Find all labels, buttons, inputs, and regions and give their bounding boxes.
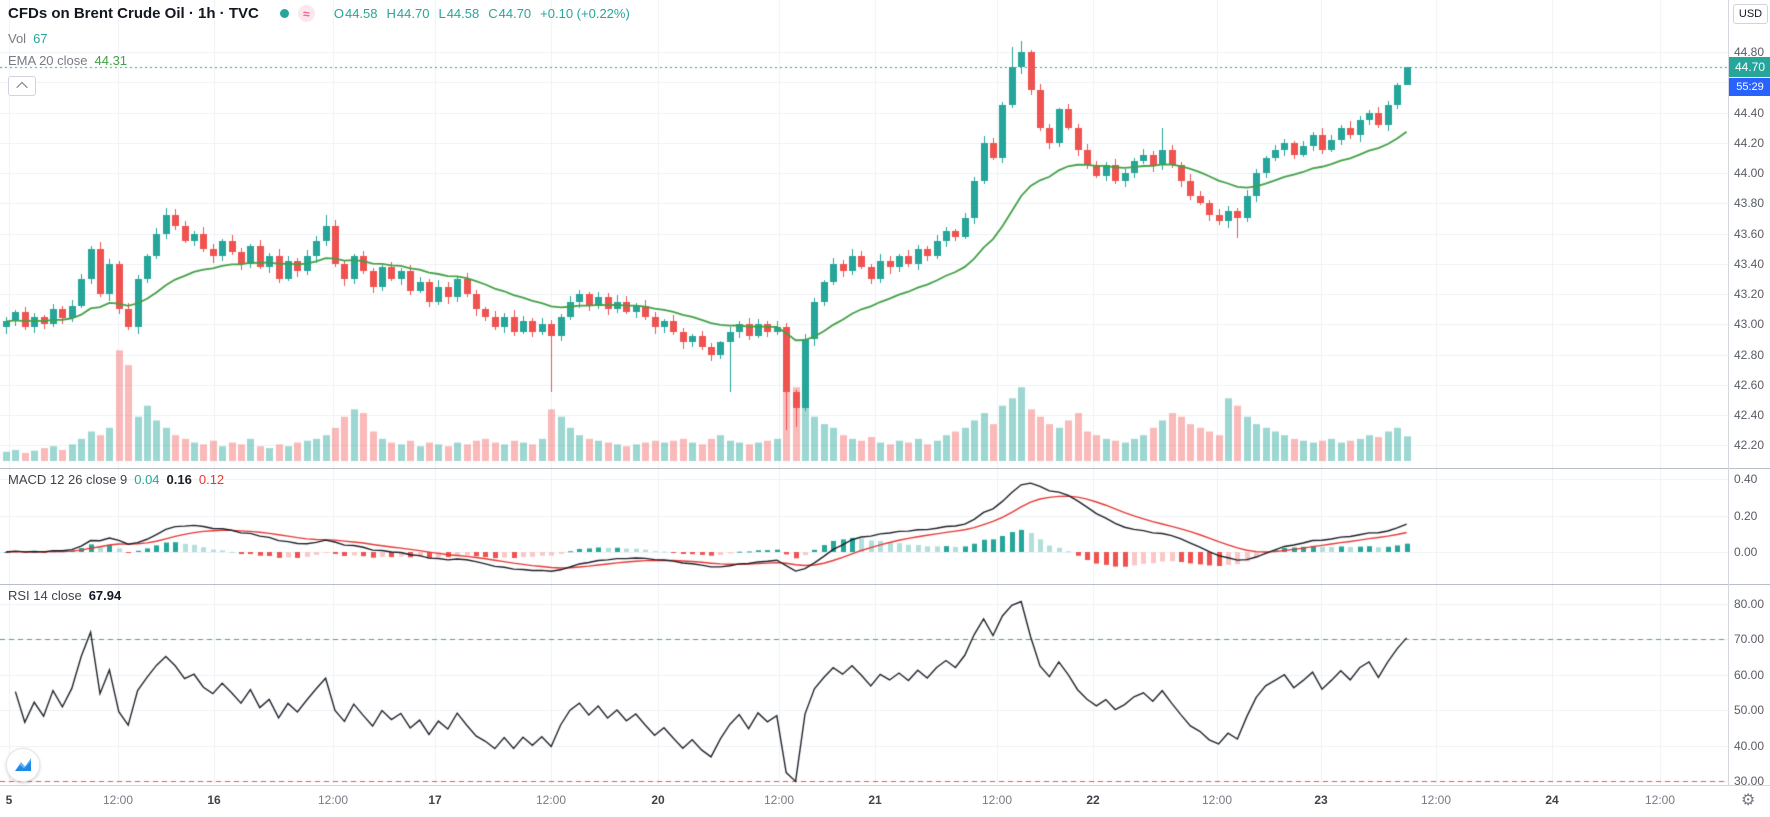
- macd-legend: MACD 12 26 close 9 0.04 0.16 0.12: [8, 472, 224, 487]
- axis-label: 40.00: [1734, 739, 1765, 753]
- time-axis-label: 5: [5, 793, 13, 807]
- market-status-dot-icon: [279, 9, 289, 18]
- time-axis-label: 12:00: [535, 793, 567, 807]
- bar-countdown-badge: 55:29: [1729, 78, 1770, 96]
- macd-signal-value: 0.12: [198, 472, 225, 487]
- axis-label: 43.20: [1734, 287, 1765, 301]
- time-axis-label: 22: [1086, 793, 1100, 807]
- pane-divider-macd[interactable]: [0, 468, 1770, 469]
- time-axis-label: 16: [207, 793, 221, 807]
- time-axis[interactable]: 5 12:00 16 12:00 17 12:00 20 12:00 21 12:00 22 12:0…: [0, 785, 1770, 817]
- axis-label: 42.20: [1734, 438, 1765, 452]
- collapse-indicators-button[interactable]: [8, 76, 36, 96]
- change-value: +0.10 (+0.22%): [540, 6, 630, 21]
- axis-label: 30.00: [1734, 774, 1765, 788]
- delayed-data-icon: ≈: [297, 5, 315, 22]
- axis-label: 0.00: [1734, 545, 1758, 559]
- macd-line-value: 0.16: [166, 472, 192, 487]
- axis-label: 42.40: [1734, 408, 1765, 422]
- time-axis-label: 23: [1314, 793, 1328, 807]
- axis-label: 0.20: [1734, 509, 1758, 523]
- volume-value: 67: [33, 31, 48, 46]
- time-axis-label: 12:00: [102, 793, 134, 807]
- rsi-label: RSI 14 close: [8, 588, 82, 603]
- symbol-legend: CFDs on Brent Crude Oil · 1h · TVC ≈ O 44…: [8, 5, 630, 22]
- last-price-badge: 44.70: [1729, 57, 1770, 77]
- ohlc-values: O 44.58 H 44.70 L 44.58 C 44.70 +0.10 (+0.22…: [334, 6, 630, 21]
- chart-logo-button[interactable]: [6, 748, 40, 782]
- mountain-chart-icon: [15, 758, 31, 771]
- price-axis[interactable]: USD 44.70 55:29 44.80 44.40 44.20 44.00 43.8…: [1728, 0, 1770, 817]
- axis-label: 80.00: [1734, 597, 1765, 611]
- ema-label: EMA 20 close: [8, 53, 88, 68]
- settings-icon[interactable]: ⚙: [1741, 792, 1756, 809]
- time-axis-label: 12:00: [1201, 793, 1233, 807]
- volume-label: Vol: [8, 31, 27, 46]
- rsi-legend: RSI 14 close 67.94: [8, 588, 121, 603]
- axis-label: 44.80: [1734, 45, 1765, 59]
- axis-label: 42.80: [1734, 348, 1765, 362]
- open-label: O: [333, 6, 344, 21]
- volume-legend: Vol 67: [8, 31, 48, 46]
- ema-value: 44.31: [94, 53, 128, 68]
- pane-divider-rsi[interactable]: [0, 584, 1770, 585]
- axis-label: 42.60: [1734, 378, 1765, 392]
- symbol-title[interactable]: CFDs on Brent Crude Oil · 1h · TVC: [8, 5, 259, 22]
- low-label: L: [438, 6, 446, 21]
- macd-hist-value: 0.04: [134, 472, 160, 487]
- macd-label: MACD 12 26 close 9: [8, 472, 128, 487]
- low-value: 44.58: [446, 6, 480, 21]
- time-axis-label: 17: [428, 793, 442, 807]
- high-label: H: [386, 6, 396, 21]
- rsi-value: 67.94: [88, 588, 122, 603]
- axis-label: 44.40: [1734, 106, 1765, 120]
- time-axis-label: 20: [651, 793, 665, 807]
- ema-legend: EMA 20 close 44.31: [8, 53, 127, 68]
- axis-label: 44.00: [1734, 166, 1765, 180]
- axis-label: 44.20: [1734, 136, 1765, 150]
- time-axis-label: 12:00: [317, 793, 349, 807]
- currency-button[interactable]: USD: [1733, 4, 1768, 24]
- axis-label: 0.40: [1734, 472, 1758, 486]
- axis-label: 60.00: [1734, 668, 1765, 682]
- axis-label: 50.00: [1734, 703, 1765, 717]
- time-axis-label: 12:00: [1420, 793, 1452, 807]
- axis-label: 43.80: [1734, 196, 1765, 210]
- time-axis-label: 12:00: [981, 793, 1013, 807]
- chevron-up-icon: [16, 81, 28, 94]
- axis-label: 70.00: [1734, 632, 1765, 646]
- axis-label: 43.60: [1734, 227, 1765, 241]
- time-axis-label: 21: [868, 793, 882, 807]
- close-value: 44.70: [498, 6, 532, 21]
- axis-label: 43.40: [1734, 257, 1765, 271]
- open-value: 44.58: [344, 6, 378, 21]
- time-axis-label: 12:00: [1644, 793, 1676, 807]
- high-value: 44.70: [396, 6, 430, 21]
- time-axis-label: 12:00: [763, 793, 795, 807]
- chart-canvas[interactable]: [0, 0, 1728, 785]
- close-label: C: [488, 6, 498, 21]
- axis-label: 43.00: [1734, 317, 1765, 331]
- time-axis-label: 24: [1545, 793, 1559, 807]
